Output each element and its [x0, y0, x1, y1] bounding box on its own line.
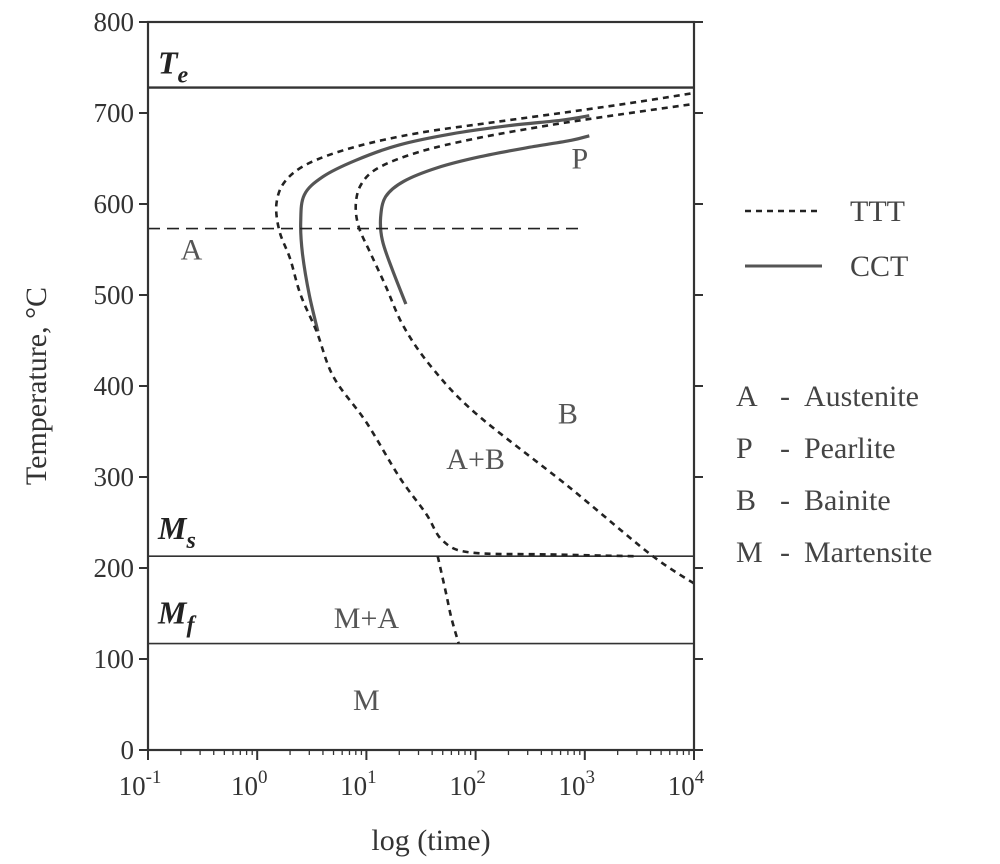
x-axis-label: log (time) — [371, 824, 490, 857]
x-tick-exponent: -1 — [146, 767, 162, 788]
phase-key-name-1: Pearlite — [804, 432, 896, 465]
reference-label-ms: Ms — [157, 510, 196, 554]
phase-key-letter-3: M — [736, 536, 763, 569]
phase-key-sep-1: - — [780, 432, 790, 465]
x-tick-label-1: 100 — [231, 767, 268, 801]
phase-key-letter-2: B — [736, 484, 756, 517]
phase-key-sep-2: - — [780, 484, 790, 517]
reference-subscript: f — [186, 613, 196, 639]
region-label-4: M+A — [334, 602, 400, 635]
phase-key-name-2: Bainite — [804, 484, 891, 517]
series-solid-2 — [378, 134, 590, 305]
plot-lines-layer — [148, 86, 822, 645]
series-dashed-4 — [354, 102, 695, 585]
x-tick-exponent: 2 — [476, 767, 486, 788]
x-tick-base: 10 — [449, 771, 476, 801]
reference-label-mf: Mf — [157, 595, 196, 639]
plot-frame — [146, 20, 696, 752]
region-label-2: B — [558, 397, 578, 430]
phase-key-name-3: Martensite — [804, 536, 932, 569]
y-tick-label-6: 600 — [94, 189, 135, 219]
series-solid-1 — [299, 114, 590, 332]
y-tick-label-8: 800 — [94, 7, 135, 37]
legend-label-1: CCT — [850, 250, 908, 283]
x-tick-base: 10 — [340, 771, 367, 801]
region-label-5: M — [353, 684, 380, 717]
x-tick-label-3: 102 — [449, 767, 486, 801]
phase-key-letter-0: A — [736, 380, 758, 413]
region-label-0: A — [181, 234, 203, 267]
reference-subscript: s — [185, 528, 195, 554]
reference-label-te: Te — [158, 45, 189, 89]
x-tick-label-4: 103 — [559, 767, 596, 801]
series-dashed-0 — [436, 555, 460, 644]
region-label-3: A+B — [446, 443, 505, 476]
phase-key-name-0: Austenite — [804, 380, 919, 413]
region-label-1: P — [571, 143, 588, 176]
y-tick-label-4: 400 — [94, 371, 135, 401]
reference-symbol: T — [158, 45, 179, 81]
x-tick-base: 10 — [119, 771, 146, 801]
x-tick-exponent: 0 — [258, 767, 268, 788]
legend-label-0: TTT — [850, 195, 905, 228]
series-dashed-3 — [274, 91, 695, 558]
phase-key-letter-1: P — [736, 432, 753, 465]
axis-ticks-layer — [139, 21, 703, 760]
x-tick-base: 10 — [231, 771, 258, 801]
reference-symbol: M — [157, 510, 188, 546]
y-tick-label-3: 300 — [94, 462, 135, 492]
y-axis-label: Temperature, °C — [20, 287, 53, 485]
y-tick-label-5: 500 — [94, 280, 135, 310]
y-tick-label-1: 100 — [94, 644, 135, 674]
x-tick-base: 10 — [668, 771, 695, 801]
y-tick-label-0: 0 — [121, 735, 135, 765]
phase-key-sep-0: - — [780, 380, 790, 413]
x-tick-label-5: 104 — [668, 767, 705, 801]
phase-key-sep-3: - — [780, 536, 790, 569]
x-tick-label-2: 101 — [340, 767, 377, 801]
y-tick-label-7: 700 — [94, 98, 135, 128]
y-tick-label-2: 200 — [94, 553, 135, 583]
x-tick-exponent: 3 — [586, 767, 596, 788]
x-tick-exponent: 4 — [695, 767, 705, 788]
x-tick-exponent: 1 — [367, 767, 377, 788]
reference-subscript: e — [178, 63, 189, 89]
x-tick-base: 10 — [559, 771, 586, 801]
reference-symbol: M — [157, 595, 188, 631]
x-tick-label-0: 10-1 — [119, 767, 162, 801]
